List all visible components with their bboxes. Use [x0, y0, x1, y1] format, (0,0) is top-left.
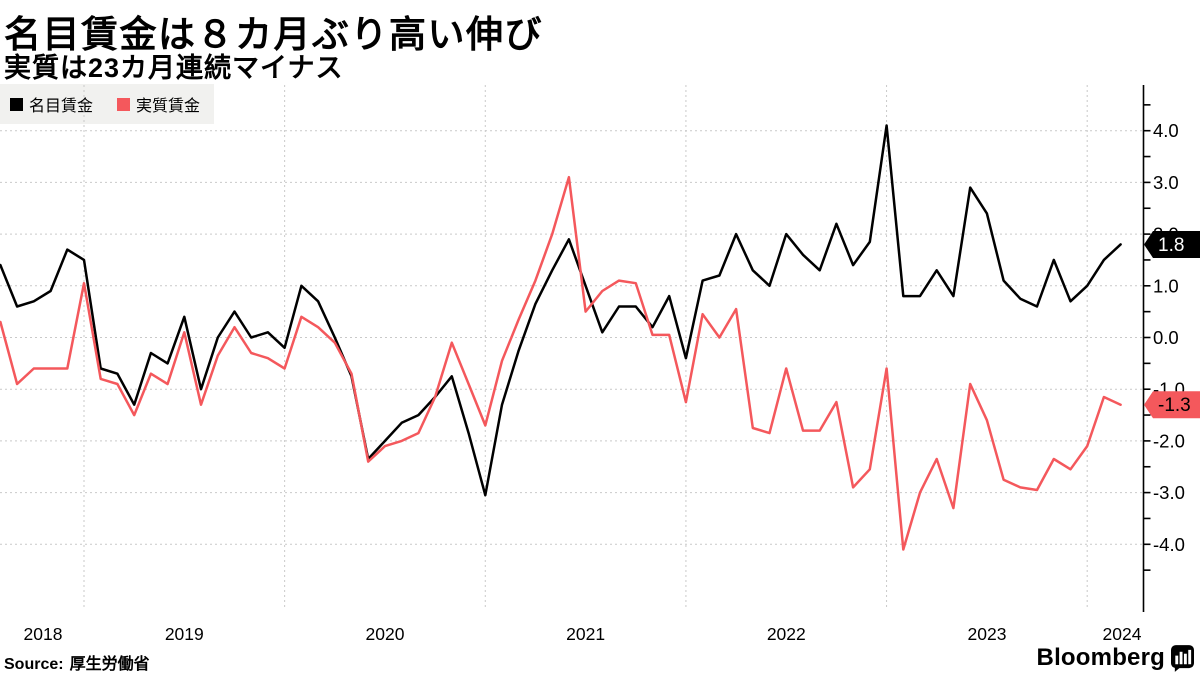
end-badge-value: 1.8	[1158, 235, 1184, 256]
y-axis-tick-label: 0.0	[1153, 327, 1179, 348]
page-title: 名目賃金は８カ月ぶり高い伸び	[4, 14, 543, 55]
x-axis-year-label: 2021	[566, 624, 605, 644]
y-axis-tick-label: -4.0	[1153, 534, 1185, 555]
real-wage-line	[0, 175, 1122, 551]
legend-item-nominal: 名目賃金	[10, 92, 93, 116]
x-axis-year-label: 2023	[968, 624, 1007, 644]
legend-item-real: 実質賃金	[117, 92, 200, 116]
page-subtitle: 実質は23カ月連続マイナス	[4, 53, 344, 83]
y-axis-tick-label: -2.0	[1153, 430, 1185, 451]
source-prefix: Source:	[4, 656, 64, 673]
y-axis-tick-label: -3.0	[1153, 482, 1185, 503]
bloomberg-wordmark: Bloomberg	[1036, 644, 1165, 671]
legend-label-real: 実質賃金	[136, 98, 201, 115]
legend: 名目賃金 実質賃金	[0, 84, 215, 124]
nominal-end-badge	[1144, 230, 1200, 258]
y-axis-tick-label: 4.0	[1153, 120, 1179, 141]
legend-label-nominal: 名目賃金	[29, 98, 94, 115]
bloomberg-logo-icon	[1171, 644, 1194, 672]
x-axis-year-label: 2022	[767, 624, 806, 644]
x-axis-year-label: 2024	[1103, 624, 1142, 644]
nominal-wage-line	[0, 124, 1122, 497]
y-axis-tick-label: 3.0	[1153, 172, 1179, 193]
end-badge-value: -1.3	[1158, 395, 1191, 416]
real-series-swatch	[117, 97, 131, 111]
source-line: Source: 厚生労働省	[4, 650, 150, 674]
real-end-badge	[1144, 391, 1200, 419]
bloomberg-branding: Bloomberg	[1037, 644, 1194, 672]
x-axis-year-label: 2020	[366, 624, 405, 644]
x-axis-year-label: 2019	[165, 624, 204, 644]
nominal-series-swatch	[10, 97, 23, 111]
source-name: 厚生労働省	[69, 656, 150, 673]
y-axis-tick-label: 1.0	[1153, 275, 1179, 296]
x-axis-year-label: 2018	[24, 624, 63, 644]
